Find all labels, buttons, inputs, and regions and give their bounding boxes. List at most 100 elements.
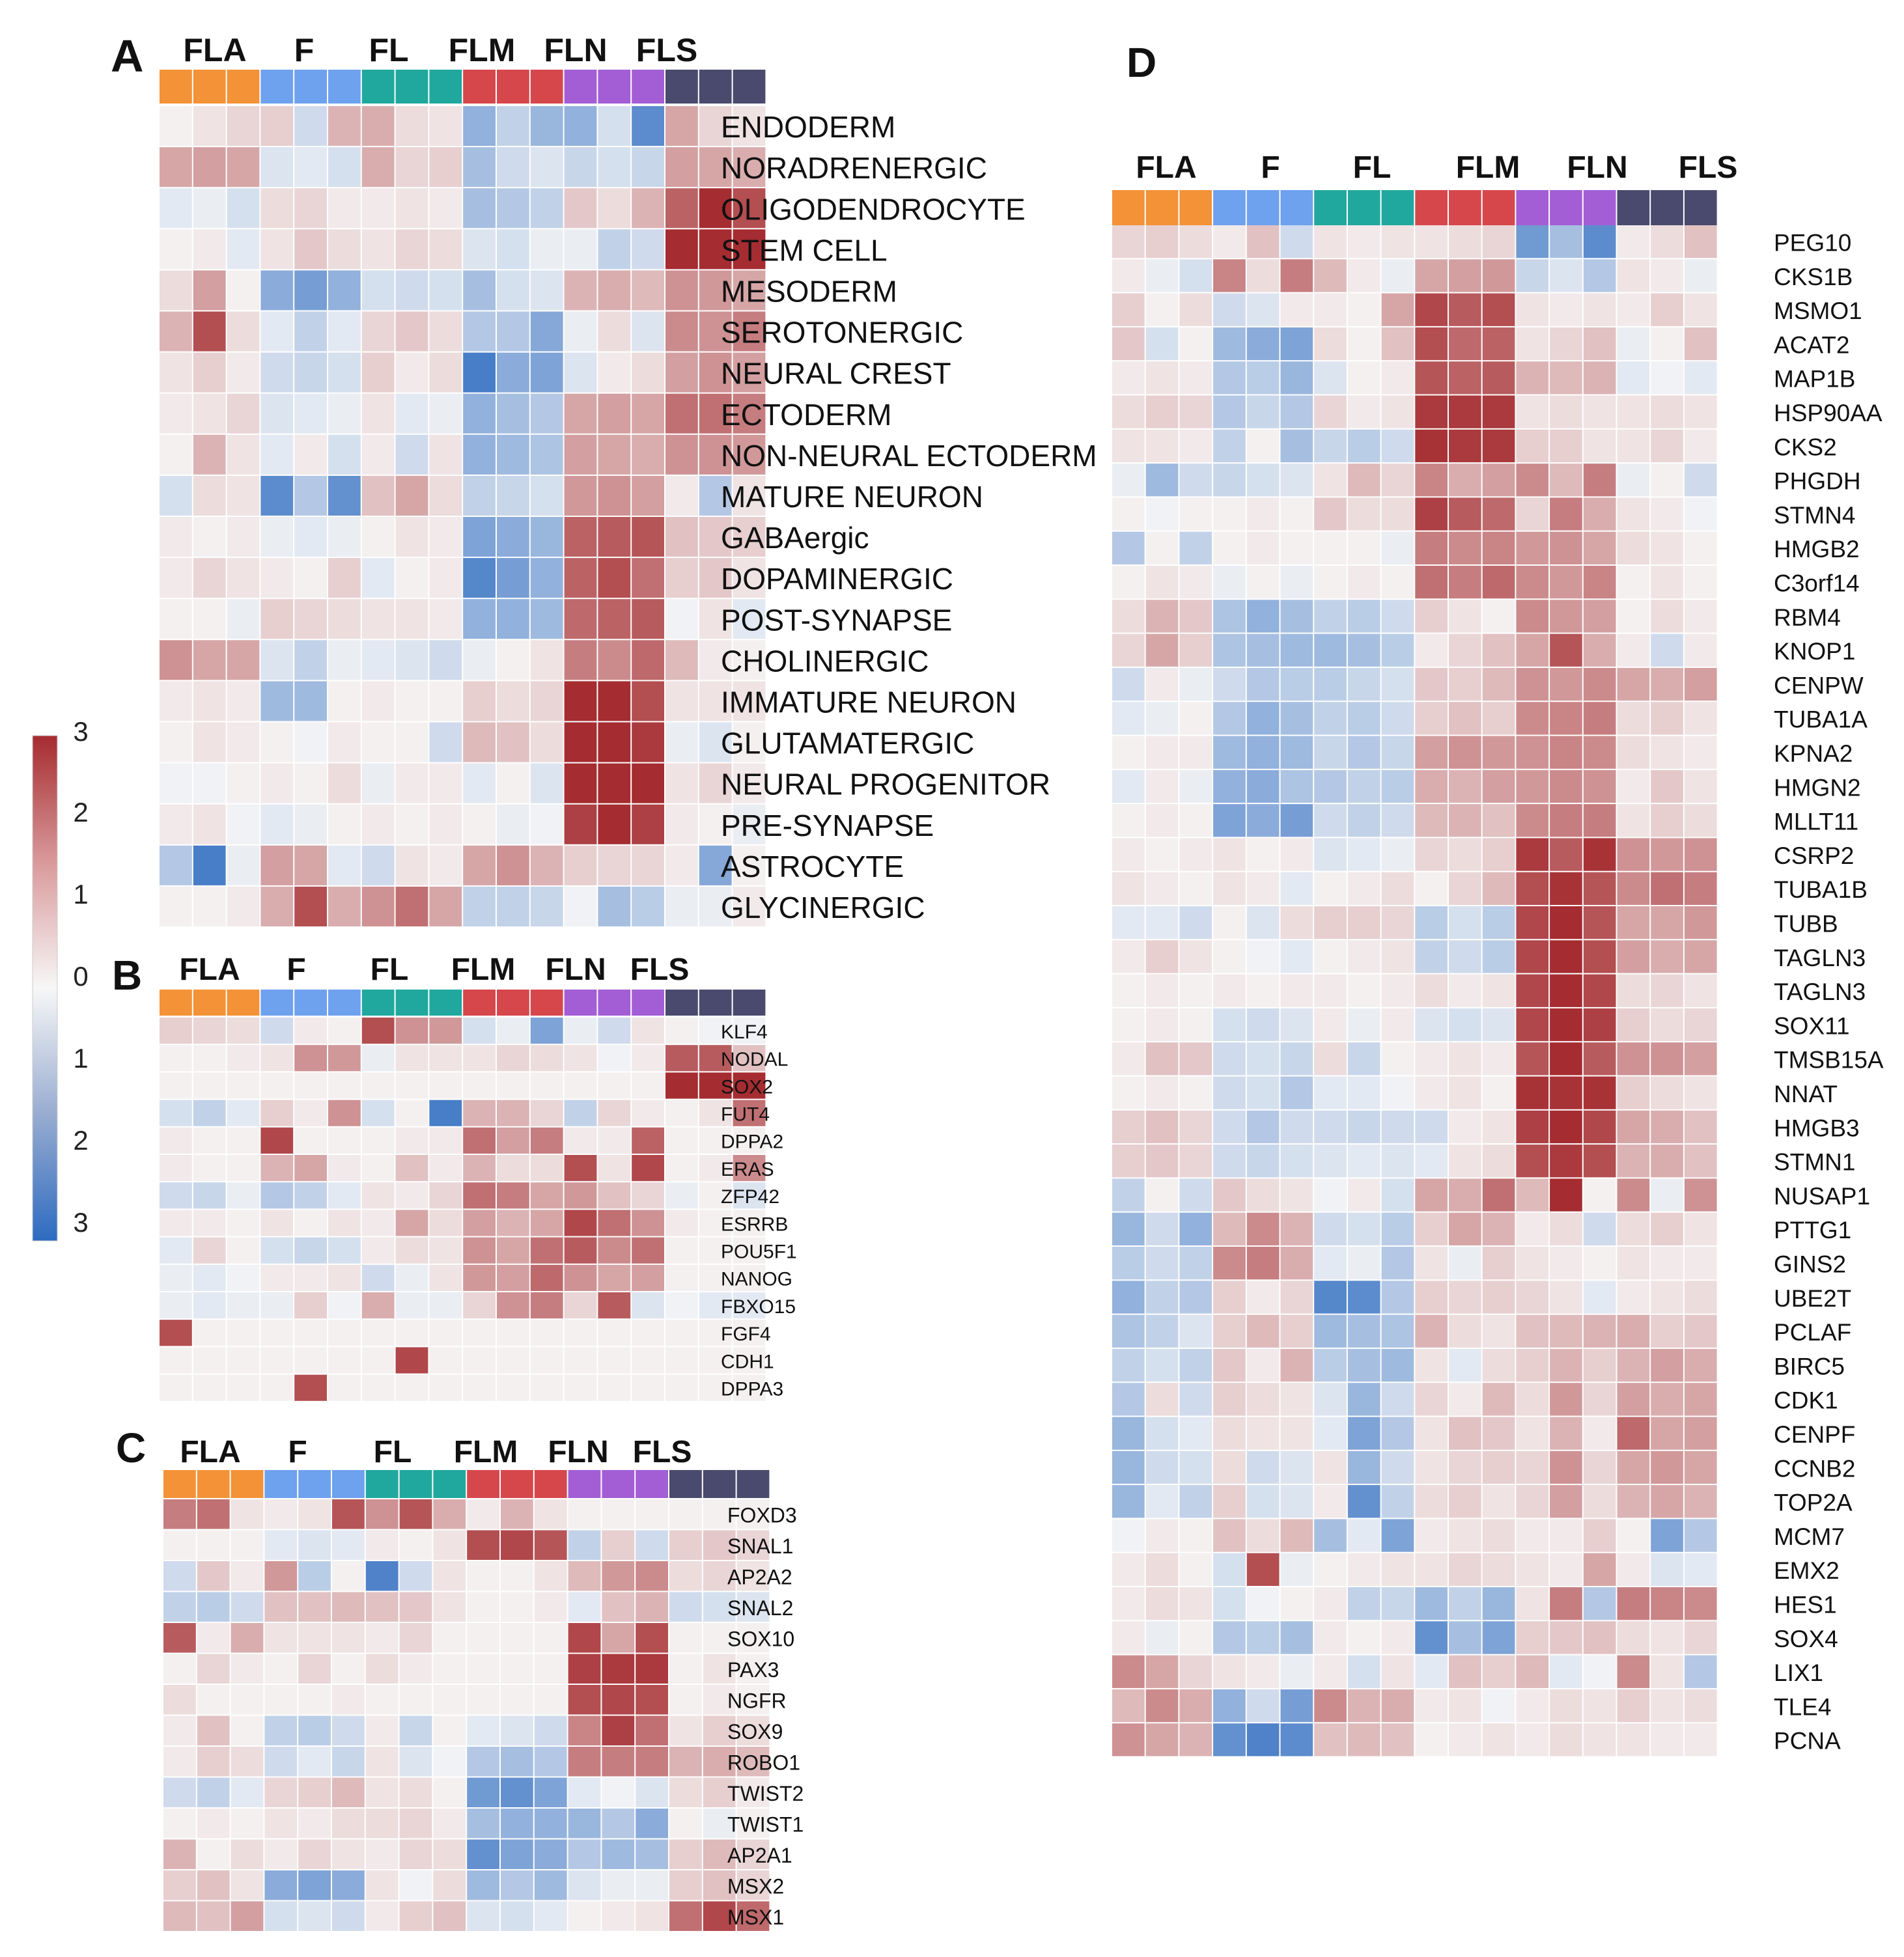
heatmap-cell — [1246, 804, 1280, 837]
heatmap-cell — [497, 1374, 529, 1401]
heatmap-cell — [699, 352, 732, 393]
heatmap-cell — [1280, 1621, 1313, 1654]
heatmap-cell — [598, 311, 631, 352]
heatmap-cell — [197, 1809, 230, 1839]
row-label: STMN1 — [1774, 1149, 1855, 1176]
heatmap-cell — [1246, 838, 1280, 871]
heatmap-cell — [1482, 1110, 1515, 1144]
heatmap-cell — [1516, 429, 1549, 463]
heatmap-cell — [1651, 770, 1683, 803]
heatmap-cell — [1246, 1450, 1280, 1484]
heatmap-cell — [260, 434, 294, 475]
heatmap-cell — [1179, 770, 1212, 803]
heatmap-cell — [1550, 1519, 1582, 1552]
heatmap-cell — [260, 1292, 294, 1319]
heatmap-cell — [632, 1155, 664, 1182]
heatmap-cell — [733, 681, 766, 721]
heatmap-cell — [294, 106, 327, 146]
heatmap-cell — [665, 1072, 698, 1099]
heatmap-cell — [1482, 1519, 1515, 1552]
heatmap-cell — [1550, 293, 1582, 326]
heatmap-cell — [294, 1072, 327, 1099]
heatmap-cell — [1314, 464, 1347, 497]
heatmap-cell — [227, 681, 260, 721]
row-label: MAP1B — [1774, 366, 1855, 393]
heatmap-cell — [632, 599, 664, 639]
heatmap-cell — [1651, 1553, 1683, 1586]
heatmap-cell — [1482, 1314, 1515, 1348]
heatmap-cell — [1684, 1383, 1717, 1416]
heatmap-cell — [429, 393, 462, 434]
heatmap-cell — [332, 1654, 365, 1684]
heatmap-cell — [260, 1182, 294, 1209]
heatmap-cell — [1516, 1450, 1549, 1484]
row-label: AP2A2 — [727, 1565, 792, 1589]
heatmap-cell — [564, 1100, 597, 1126]
heatmap-cell — [1213, 906, 1246, 939]
heatmap-cell — [1583, 327, 1616, 361]
heatmap-cell — [361, 558, 395, 598]
heatmap-cell — [1213, 1042, 1246, 1076]
heatmap-cell — [1347, 770, 1380, 803]
heatmap-cell — [294, 722, 327, 762]
heatmap-cell — [1617, 1383, 1650, 1416]
heatmap-cell — [193, 1127, 226, 1154]
row-label: NON-NEURAL ECTODERM — [721, 439, 1097, 473]
heatmap-cell — [733, 1182, 766, 1209]
heatmap-cell — [530, 599, 563, 639]
heatmap-cell — [163, 1747, 196, 1777]
heatmap-cell — [1651, 804, 1683, 837]
colorbar-tick: 3 — [73, 1207, 88, 1238]
heatmap-cell — [294, 393, 327, 434]
heatmap-cell — [1314, 395, 1347, 428]
heatmap-cell — [1583, 225, 1616, 258]
heatmap-cell — [1280, 1247, 1313, 1280]
heatmap-cell — [1179, 361, 1212, 395]
heatmap-cell — [602, 1747, 635, 1777]
heatmap-cell — [298, 1747, 331, 1777]
heatmap-cell — [294, 434, 327, 475]
heatmap-cell — [1381, 1655, 1414, 1688]
heatmap-cell — [733, 106, 766, 146]
heatmap-cell — [1347, 1110, 1380, 1144]
heatmap-cell — [399, 1530, 432, 1560]
heatmap-cell — [1179, 1553, 1212, 1586]
heatmap-cell — [328, 1320, 361, 1346]
heatmap-cell — [193, 722, 226, 762]
heatmap-cell — [733, 229, 766, 270]
heatmap-cell — [1213, 1655, 1246, 1688]
heatmap-cell — [294, 1292, 327, 1319]
heatmap-cell — [733, 188, 766, 229]
heatmap-cell — [1651, 1042, 1683, 1076]
heatmap-cell — [1246, 872, 1280, 905]
heatmap-cell — [1213, 1553, 1246, 1586]
heatmap-cell — [328, 722, 361, 762]
heatmap-cell — [160, 763, 192, 803]
heatmap-cell — [1651, 361, 1683, 395]
row-label: SNAL1 — [727, 1534, 793, 1558]
heatmap-cell — [1145, 1621, 1179, 1654]
heatmap-cell — [1381, 1519, 1414, 1552]
heatmap-cell — [160, 352, 192, 393]
panel-c: C FLA F FL FLM FLN FLSFOXD3SNAL1AP2A2SNAL2SOX1… — [116, 1424, 804, 1931]
heatmap-cell — [665, 434, 698, 475]
heatmap-cell — [193, 681, 226, 721]
heatmap-cell — [497, 147, 529, 187]
heatmap-cell — [568, 1747, 601, 1777]
heatmap-cell — [1449, 702, 1481, 735]
heatmap-cell — [1482, 395, 1515, 428]
heatmap-cell — [298, 1809, 331, 1839]
heatmap-cell — [1651, 1587, 1683, 1620]
heatmap-cell — [1550, 804, 1582, 837]
heatmap-cell — [598, 804, 631, 844]
heatmap-cell — [1415, 1145, 1448, 1178]
heatmap-cell — [1651, 566, 1683, 599]
row-label: MSMO1 — [1774, 298, 1862, 324]
heatmap-cell — [1246, 906, 1280, 939]
heatmap-cell — [1381, 464, 1414, 497]
heatmap-cell — [1280, 872, 1313, 905]
heatmap-cell — [1213, 770, 1246, 803]
heatmap-cell — [328, 475, 361, 516]
heatmap-cell — [294, 1264, 327, 1291]
heatmap-cell — [1381, 770, 1414, 803]
